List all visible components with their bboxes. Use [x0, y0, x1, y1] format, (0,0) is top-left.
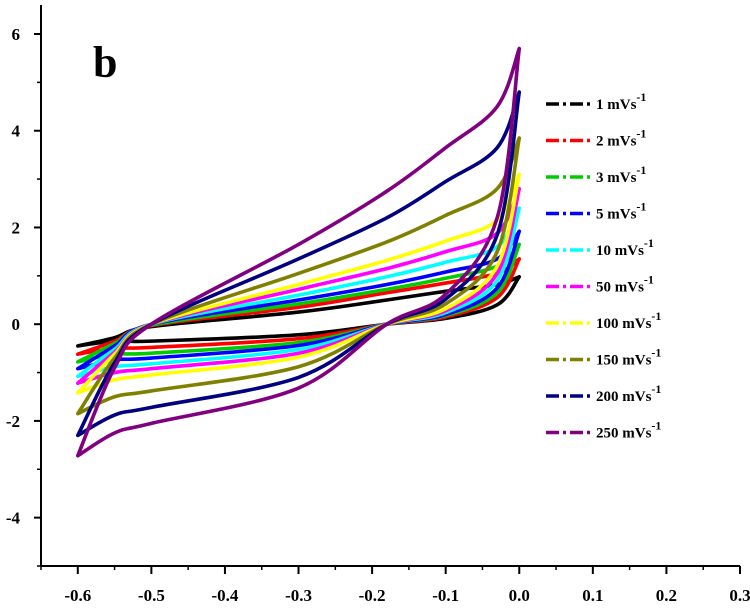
- cv-curves: [75, 46, 522, 458]
- legend-label-exponent: -1: [636, 163, 646, 177]
- x-tick-label: -0.1: [432, 586, 459, 605]
- legend-label-exponent: -1: [636, 200, 646, 214]
- y-tick-label: 4: [12, 122, 21, 141]
- series-curve-8: [75, 136, 522, 416]
- y-tick-label: 0: [12, 315, 21, 334]
- x-tick-label: 0.1: [582, 586, 603, 605]
- panel-label: b: [93, 38, 117, 87]
- legend-label-exponent: -1: [636, 90, 646, 104]
- legend-label-exponent: -1: [636, 127, 646, 141]
- series-curve-10: [75, 46, 522, 458]
- series-curve-3: [75, 242, 522, 364]
- axes: -0.6 -0.5 -0.4 -0.3 -0.2 -0.1 0.0 0.1 0.2 0.3 -4 -2…: [6, 5, 750, 605]
- series-curve-9: [75, 90, 522, 438]
- x-tick-label: -0.6: [64, 586, 91, 605]
- y-tick-label: -2: [6, 412, 20, 431]
- x-tick-label: 0.0: [509, 586, 530, 605]
- x-tick-label: -0.2: [359, 586, 386, 605]
- series-curve-5: [75, 206, 522, 379]
- y-tick-label: 6: [12, 25, 21, 44]
- legend-label-exponent: -1: [651, 419, 661, 433]
- x-tick-label: 0.3: [729, 586, 750, 605]
- series-curve-1: [75, 274, 522, 348]
- series-curve-7: [75, 172, 522, 395]
- legend-label-exponent: -1: [651, 346, 661, 360]
- legend-label-exponent: -1: [644, 236, 654, 250]
- x-tick-label: 0.2: [656, 586, 677, 605]
- y-tick-label: -4: [6, 509, 21, 528]
- x-tick-label: -0.3: [285, 586, 312, 605]
- x-tick-label: -0.5: [138, 586, 165, 605]
- legend-label-exponent: -1: [651, 382, 661, 396]
- y-tick-label: 2: [12, 218, 21, 237]
- legend-label-exponent: -1: [644, 273, 654, 287]
- x-tick-label: -0.4: [211, 586, 238, 605]
- legend-label-exponent: -1: [651, 309, 661, 323]
